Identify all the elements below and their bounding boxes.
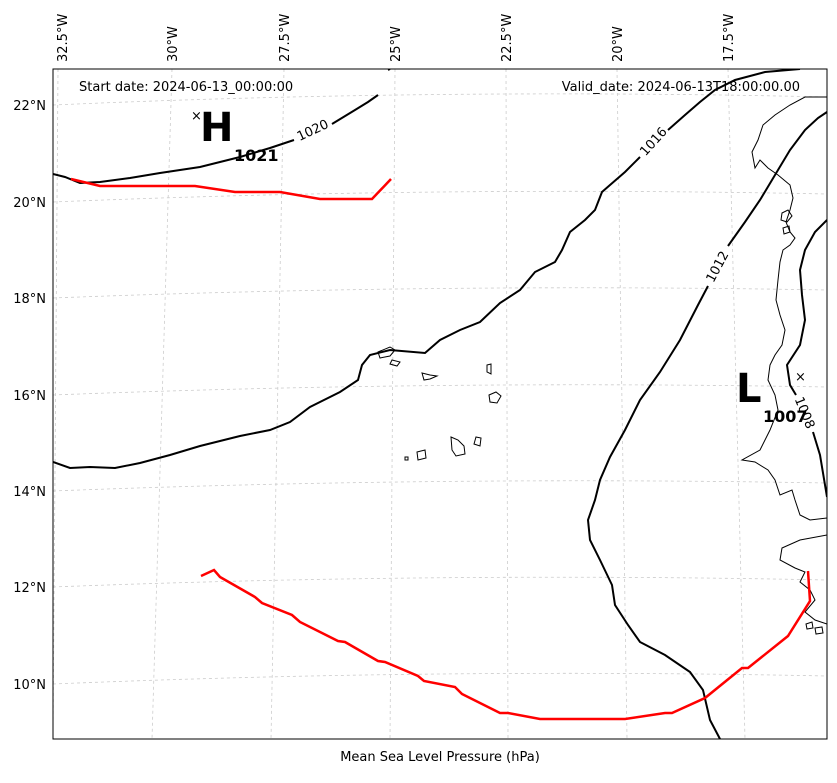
map-frame — [52, 68, 828, 740]
start-date-label: Start date: 2024-06-13_00:00:00 — [79, 80, 293, 95]
parallel-line — [53, 672, 827, 685]
x-axis-label: Mean Sea Level Pressure (hPa) — [340, 750, 540, 765]
parallel-line — [53, 384, 827, 396]
isobars — [53, 69, 827, 739]
isobar-1016 — [53, 156, 641, 470]
lat-tick-label: 16°N — [13, 389, 46, 404]
meridian-line — [616, 69, 628, 739]
isobar-1008 — [812, 431, 827, 498]
contour-label-1012: 1012 — [704, 249, 733, 285]
high-pressure-center: × H 1021 — [191, 105, 279, 165]
low-center-marker: × — [795, 370, 806, 385]
canary-island — [780, 209, 793, 223]
cape-verde-island — [421, 372, 439, 381]
lat-tick-label: 10°N — [13, 678, 46, 693]
cape-verde-island — [377, 346, 396, 359]
track-south — [200, 568, 812, 721]
lon-tick-label: 22.5°W — [500, 14, 515, 62]
cape-verde-island — [450, 436, 466, 457]
longitude-tick-labels: 32.5°W 30°W 27.5°W 25°W 22.5°W 20°W 17.5… — [56, 14, 737, 62]
lon-tick-label: 27.5°W — [278, 14, 293, 62]
lon-tick-label: 17.5°W — [722, 14, 737, 62]
graticule — [53, 69, 827, 739]
meridian-line — [389, 69, 396, 739]
isobar-1012 — [727, 111, 827, 247]
storm-tracks — [70, 177, 812, 721]
bijagos-island — [805, 621, 814, 630]
low-pressure-center: × L 1007 — [736, 366, 808, 426]
meridian-line — [727, 69, 746, 739]
high-pressure-value: 1021 — [234, 146, 279, 165]
meridian-line — [270, 69, 285, 739]
cape-verde-island — [389, 359, 401, 367]
parallel-line — [53, 576, 827, 588]
cape-verde-island — [416, 449, 427, 461]
coastlines — [377, 96, 827, 635]
lon-tick-label: 32.5°W — [56, 14, 71, 62]
lat-tick-label: 20°N — [13, 196, 46, 211]
africa-coastline — [779, 534, 827, 625]
isobar-1020 — [331, 94, 379, 125]
parallel-line — [53, 287, 827, 299]
lon-tick-label: 30°W — [166, 26, 181, 62]
lon-tick-label: 25°W — [389, 26, 404, 62]
lat-tick-label: 14°N — [13, 485, 46, 500]
cape-verde-island — [486, 363, 492, 375]
parallel-line — [53, 480, 827, 492]
contour-label-1016: 1016 — [637, 125, 670, 160]
valid-date-label: Valid_date: 2024-06-13T18:00:00.00 — [562, 80, 800, 95]
isobar-1016 — [667, 69, 801, 131]
low-pressure-value: 1007 — [763, 407, 808, 426]
high-center-marker: × — [191, 109, 202, 124]
canary-island — [782, 225, 791, 235]
lat-tick-label: 18°N — [13, 292, 46, 307]
isobar-1008 — [785, 219, 827, 396]
meridian-line — [151, 69, 173, 739]
meridian-line — [505, 69, 509, 739]
cape-verde-island — [473, 436, 482, 447]
lon-tick-label: 20°W — [611, 26, 626, 62]
parallel-line — [53, 93, 827, 106]
parallel-line — [53, 190, 827, 203]
high-pressure-letter: H — [200, 105, 233, 151]
lat-tick-label: 12°N — [13, 581, 46, 596]
isobar-1012 — [586, 285, 721, 739]
bijagos-island — [814, 626, 824, 635]
cape-verde-island — [404, 456, 409, 461]
lat-tick-label: 22°N — [13, 99, 46, 114]
latitude-tick-labels: 22°N 20°N 18°N 16°N 14°N 12°N 10°N — [13, 99, 46, 693]
africa-coastline — [740, 96, 827, 521]
low-pressure-letter: L — [736, 366, 762, 412]
cape-verde-island — [488, 391, 502, 404]
meridian-line — [53, 69, 59, 739]
track-north — [70, 177, 392, 201]
contour-label-1020: 1020 — [295, 117, 331, 145]
